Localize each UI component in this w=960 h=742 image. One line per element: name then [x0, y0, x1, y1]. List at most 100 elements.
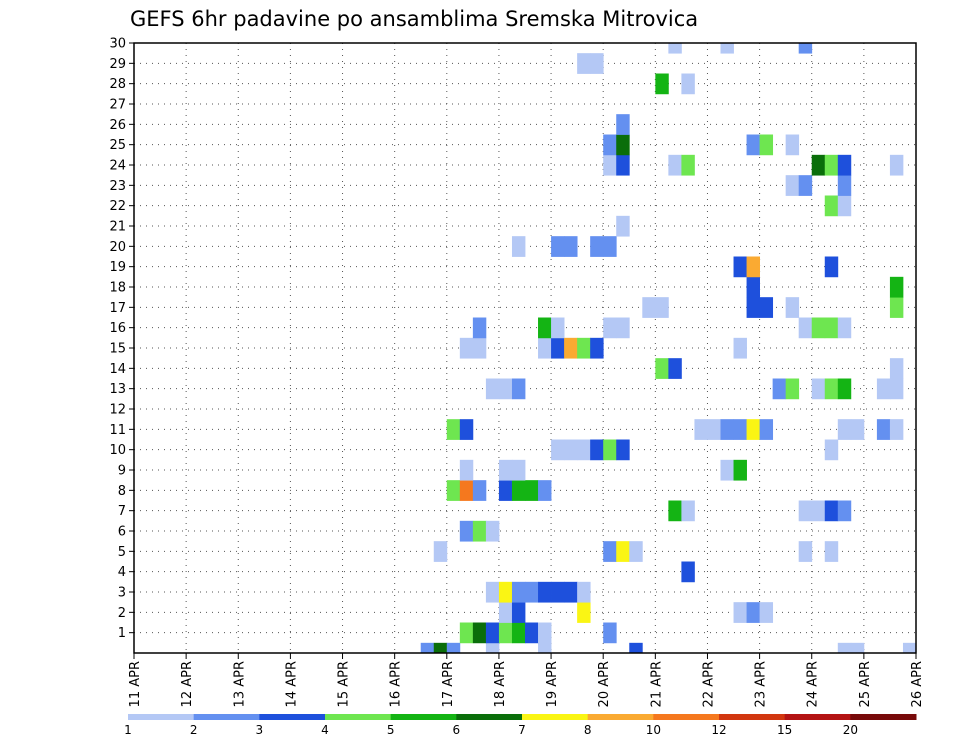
heatmap-cell	[472, 520, 487, 542]
heatmap-cell	[811, 154, 826, 176]
heatmap-cell	[459, 622, 474, 644]
heatmap-cell	[629, 541, 643, 562]
heatmap-cell	[459, 459, 474, 481]
x-tick-labels: 11 APR 12 APR 13 APR 14 APR 15 APR 16 APR 17 A…	[128, 661, 925, 707]
heatmap-cell	[511, 602, 526, 623]
colorbar-segment	[128, 714, 195, 720]
colorbar-tick-label: 10	[646, 723, 661, 737]
y-tick-label: 21	[109, 220, 126, 235]
heatmap-cell	[681, 73, 695, 95]
x-tick-label: 26 APR	[910, 661, 925, 707]
colorbar-tick-label: 12	[711, 723, 726, 737]
heatmap-cell	[655, 297, 669, 318]
colorbar-tick-label: 4	[321, 723, 329, 737]
heatmap-cell	[485, 378, 500, 400]
heatmap-cell	[498, 459, 513, 481]
heatmap-cell	[837, 500, 852, 522]
heatmap-cell	[446, 480, 461, 501]
x-tick-label: 13 APR	[232, 661, 247, 707]
heatmap-cell	[564, 581, 578, 603]
x-tick-label: 18 APR	[493, 661, 508, 707]
y-tick-label: 24	[109, 159, 126, 174]
heatmap-cell	[759, 297, 774, 318]
heatmap-cell	[746, 602, 760, 623]
heatmap-cell	[837, 154, 852, 176]
x-tick-label: 22 APR	[701, 661, 716, 707]
heatmap-cell	[811, 317, 826, 339]
x-tick-label: 21 APR	[649, 661, 664, 707]
heatmap-cell	[485, 520, 500, 542]
y-tick-labels: 1234567891011121314151617181920212223242…	[109, 37, 126, 642]
heatmap-cell	[511, 480, 526, 501]
heatmap-cell	[603, 134, 617, 156]
data-cells	[420, 43, 917, 654]
y-tick-label: 25	[109, 138, 126, 153]
chart-title: GEFS 6hr padavine po ansamblima Sremska …	[130, 7, 698, 31]
heatmap-cell	[759, 602, 774, 623]
heatmap-cell	[538, 480, 552, 501]
heatmap-cell	[433, 541, 448, 562]
heatmap-cell	[485, 622, 500, 644]
y-tick-label: 4	[118, 565, 126, 580]
heatmap-cell	[720, 459, 734, 481]
heatmap-cell	[785, 297, 800, 318]
y-tick-label: 22	[109, 199, 126, 214]
heatmap-cell	[511, 378, 526, 400]
heatmap-cell	[668, 154, 682, 176]
heatmap-cell	[564, 439, 578, 461]
colorbar-segment	[587, 714, 654, 720]
heatmap-cell	[603, 154, 617, 176]
heatmap-cell	[824, 378, 839, 400]
heatmap-cell	[538, 642, 552, 654]
heatmap-cell	[798, 317, 813, 339]
heatmap-cell	[564, 337, 578, 359]
heatmap-cell	[798, 175, 813, 196]
x-tick-label: 16 APR	[389, 661, 404, 707]
heatmap-cell	[551, 337, 565, 359]
colorbar-tick-label: 1	[124, 723, 132, 737]
heatmap-cell	[538, 337, 552, 359]
y-tick-label: 2	[118, 606, 126, 621]
heatmap-cell	[420, 642, 435, 654]
colorbar-segment	[390, 714, 457, 720]
heatmap-cell	[681, 500, 695, 522]
heatmap-cell	[668, 500, 682, 522]
heatmap-cell	[837, 317, 852, 339]
y-tick-label: 7	[118, 504, 126, 519]
y-tick-label: 8	[118, 484, 126, 499]
heatmap-cell	[433, 642, 448, 654]
colorbar-segment	[850, 714, 917, 720]
heatmap-cell	[498, 480, 513, 501]
heatmap-cell	[642, 297, 656, 318]
y-tick-label: 11	[109, 423, 126, 438]
heatmap-cell	[850, 419, 865, 440]
y-tick-label: 5	[118, 545, 126, 560]
colorbar-segment	[653, 714, 720, 720]
heatmap-cell	[785, 134, 800, 156]
x-tick-label: 11 APR	[128, 661, 143, 707]
heatmap-cell	[616, 114, 630, 135]
heatmap-cell	[889, 419, 904, 440]
colorbar-segment	[719, 714, 786, 720]
heatmap-cell	[525, 581, 539, 603]
heatmap-cell	[446, 419, 461, 440]
heatmap-cell	[733, 419, 747, 440]
heatmap-cell	[694, 419, 708, 440]
heatmap-cell	[459, 480, 474, 501]
colorbar-tick-label: 8	[584, 723, 592, 737]
heatmap-cell	[746, 297, 760, 318]
colorbar-tick-label: 2	[190, 723, 198, 737]
heatmap-cell	[811, 500, 826, 522]
heatmap-cell	[837, 175, 852, 196]
y-tick-label: 19	[109, 260, 126, 275]
heatmap-cell	[577, 439, 591, 461]
colorbar-tick-label: 15	[777, 723, 792, 737]
y-tick-label: 18	[109, 281, 126, 296]
heatmap-cell	[824, 256, 839, 278]
y-tick-label: 13	[109, 382, 126, 397]
heatmap-cell	[681, 561, 695, 583]
heatmap-cell	[459, 419, 474, 440]
y-tick-label: 9	[118, 464, 126, 479]
x-tick-label: 12 APR	[180, 661, 195, 707]
heatmap-cell	[889, 276, 904, 298]
